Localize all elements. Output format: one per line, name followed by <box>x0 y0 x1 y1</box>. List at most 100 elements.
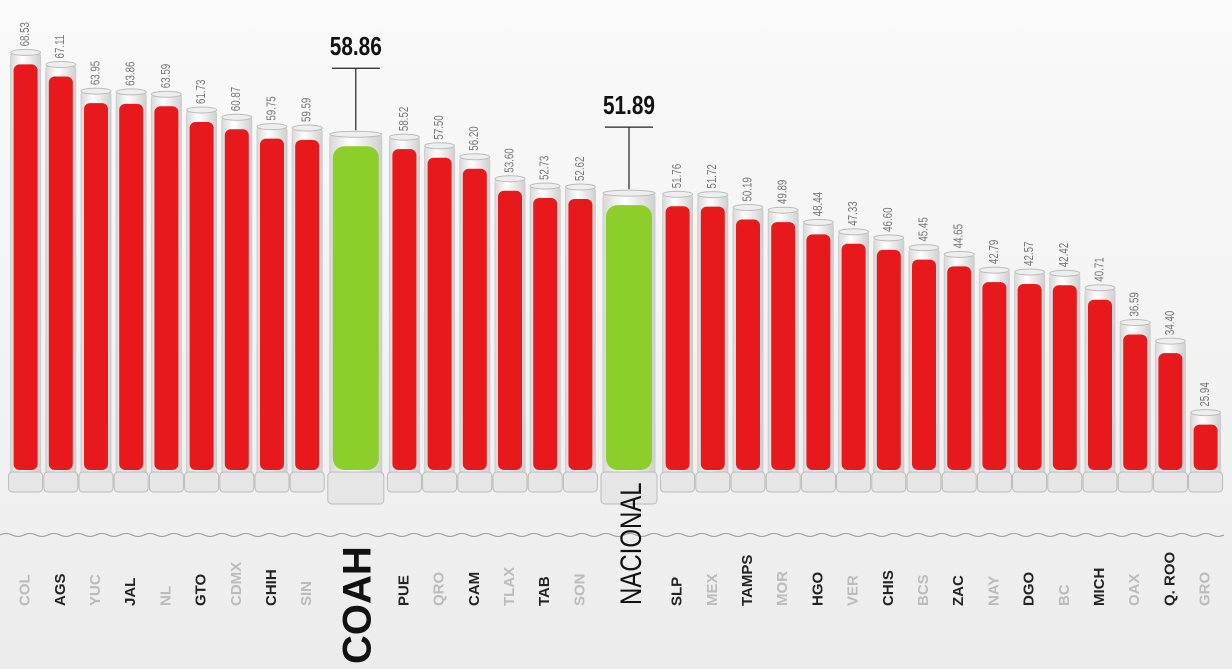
bar <box>392 149 416 470</box>
tube-foot <box>149 472 183 492</box>
tube-foot <box>185 472 219 492</box>
tube-foot <box>114 472 148 492</box>
value-label: 58.86 <box>330 32 382 61</box>
tube-rim <box>839 229 869 235</box>
tube-foot <box>423 472 457 492</box>
category-label: SIN <box>298 581 315 606</box>
value-label: 63.86 <box>124 62 138 86</box>
category-label: COL <box>17 574 34 606</box>
tube-foot <box>1118 472 1152 492</box>
tube-rim <box>11 49 41 55</box>
bar <box>947 266 971 470</box>
tube-foot <box>766 472 800 492</box>
value-label: 42.57 <box>1023 242 1037 266</box>
value-label: 45.45 <box>917 217 931 241</box>
bar <box>912 260 936 470</box>
category-label: PUE <box>395 575 412 606</box>
value-label: 59.75 <box>265 96 279 120</box>
category-label: BCS <box>915 574 932 606</box>
category-label: NL <box>157 586 174 606</box>
bar <box>463 169 487 470</box>
bar <box>49 76 73 470</box>
value-label: 63.95 <box>89 61 103 85</box>
category-label: CHIH <box>263 569 280 606</box>
category-label: JAL <box>122 578 139 606</box>
bar <box>1018 284 1042 470</box>
bar <box>333 146 379 470</box>
category-label: TLAX <box>501 567 518 606</box>
bar <box>606 205 652 470</box>
bar <box>568 199 592 470</box>
value-label: 46.60 <box>882 208 896 232</box>
category-label: CHIS <box>880 570 897 606</box>
value-label: 36.59 <box>1128 292 1142 316</box>
tube-rim <box>222 114 252 120</box>
tube-rim <box>603 190 655 196</box>
bar <box>1053 285 1077 470</box>
tube-foot <box>79 472 113 492</box>
value-label: 44.65 <box>952 224 966 248</box>
tube-foot <box>1153 472 1187 492</box>
category-label: GRO <box>1197 572 1214 607</box>
value-label: 34.40 <box>1164 311 1178 335</box>
value-label: 68.53 <box>19 22 33 46</box>
value-label: 51.89 <box>603 91 655 120</box>
value-label: 48.44 <box>812 191 826 216</box>
bar <box>260 139 284 470</box>
category-label: MEX <box>704 573 721 606</box>
bar <box>1158 353 1182 470</box>
tube-rim <box>663 191 693 197</box>
value-label: 60.87 <box>230 87 244 111</box>
value-label: 50.19 <box>741 177 755 201</box>
category-label: NACIONAL <box>613 482 647 605</box>
tube-foot <box>387 472 421 492</box>
value-label: 42.42 <box>1058 243 1072 267</box>
bar <box>842 244 866 470</box>
bar <box>982 282 1006 470</box>
tube-rim <box>116 89 146 95</box>
value-label: 40.71 <box>1093 257 1107 281</box>
category-label: CDMX <box>228 562 245 606</box>
bar <box>225 129 249 470</box>
tube-rim <box>81 88 111 94</box>
tube-rim <box>979 267 1009 273</box>
tube-foot <box>1048 472 1082 492</box>
category-label: OAX <box>1126 573 1143 606</box>
tube-rim <box>187 107 217 113</box>
value-label: 52.73 <box>538 156 552 180</box>
tube-rim <box>46 61 76 67</box>
tube-foot <box>977 472 1011 492</box>
value-label: 59.59 <box>300 98 314 122</box>
tube-rim <box>151 91 181 97</box>
tube-rim <box>495 176 525 182</box>
category-label: Q. ROO <box>1161 551 1178 606</box>
category-label: MICH <box>1091 568 1108 606</box>
category-label: TAB <box>536 576 553 606</box>
category-label: BC <box>1056 584 1073 606</box>
value-label: 67.11 <box>54 35 68 59</box>
tube-rim <box>460 154 490 160</box>
tube-rim <box>1155 338 1185 344</box>
tube-rim <box>768 207 798 213</box>
category-label: VER <box>845 575 862 606</box>
category-label: CAM <box>466 572 483 606</box>
tube-foot <box>872 472 906 492</box>
value-label: 56.20 <box>468 126 482 150</box>
bar <box>806 234 830 470</box>
category-label: NAY <box>985 576 1002 606</box>
bar <box>14 64 38 470</box>
bar <box>498 191 522 470</box>
value-label: 53.60 <box>503 148 517 172</box>
value-label: 58.52 <box>398 107 412 131</box>
bar <box>295 140 319 470</box>
tube-foot <box>731 472 765 492</box>
value-label: 42.79 <box>988 240 1002 264</box>
value-label: 63.59 <box>160 64 174 88</box>
category-label: QRO <box>431 572 448 607</box>
tube-foot <box>696 472 730 492</box>
tube-foot <box>528 472 562 492</box>
tube-rim <box>530 183 560 189</box>
category-label: SLP <box>669 577 686 606</box>
tube-foot <box>255 472 289 492</box>
tube-rim <box>565 184 595 190</box>
